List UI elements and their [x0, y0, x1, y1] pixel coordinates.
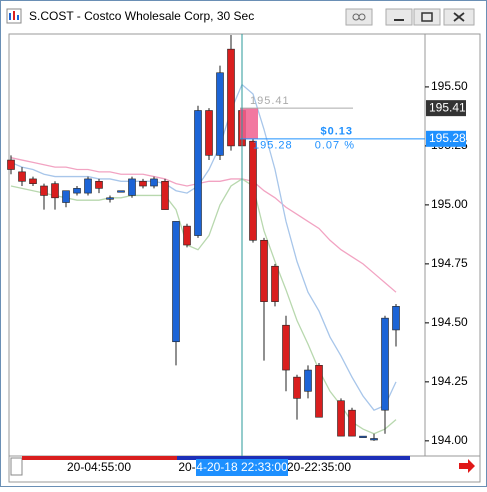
moving-average [10, 83, 397, 411]
crosshair-label-bg [196, 459, 288, 476]
chart-panel [8, 33, 481, 457]
candle-body [249, 140, 257, 241]
app-icon [6, 8, 22, 24]
link-button[interactable] [345, 8, 373, 26]
candle-body [172, 221, 180, 343]
candle-body [51, 183, 59, 199]
candle-body [205, 110, 213, 156]
candle-body [183, 225, 191, 246]
x-tick-label: 20-22:35:00 [287, 460, 351, 474]
x-tick-label: 20-04:55:00 [67, 460, 131, 474]
window-title: S.COST - Costco Wholesale Corp, 30 Sec [29, 9, 254, 23]
price-tag-label: 195.41 [429, 100, 466, 114]
y-tick-label: 194.75 [431, 256, 468, 270]
candle-body [348, 409, 356, 437]
measure-end-label: 195.28 [253, 140, 293, 152]
candle-body [73, 188, 81, 194]
candle-body [381, 317, 389, 411]
candle-body [260, 239, 268, 302]
scroll-handle[interactable] [10, 457, 23, 476]
price-tag [426, 130, 466, 147]
measure-box [240, 108, 258, 139]
candle-body [128, 178, 136, 196]
candle-body [392, 306, 400, 331]
y-tick-label: 195.50 [431, 79, 468, 93]
scroll-bar [177, 456, 410, 460]
candle-body [216, 72, 224, 156]
candle-body [7, 159, 15, 170]
candle-body [161, 180, 169, 210]
candle-body [84, 178, 92, 194]
minimize-button[interactable] [385, 8, 413, 26]
y-tick-label: 194.00 [431, 433, 468, 447]
candle-body [40, 185, 48, 196]
x-tick-label: 20- [178, 460, 195, 474]
moving-average [10, 157, 397, 293]
candle-body [359, 435, 367, 438]
candle-body [315, 365, 323, 418]
candle-body [106, 197, 114, 200]
measure-percent: 0.07 % [315, 140, 355, 152]
y-tick-label: 194.25 [431, 374, 468, 388]
candle-body [271, 265, 279, 302]
maximize-button[interactable] [413, 8, 441, 26]
scroll-bar [22, 456, 177, 460]
crosshair-label: 4-20-18 22:33:00 [196, 460, 288, 474]
candle-body [29, 178, 37, 184]
close-button[interactable] [443, 8, 475, 26]
candle-body [95, 180, 103, 189]
candle-body [62, 190, 70, 203]
candle-body [139, 180, 147, 187]
candle-body [18, 171, 26, 182]
y-tick-label: 195.00 [431, 197, 468, 211]
scroll-right-arrow[interactable] [459, 459, 475, 473]
measure-start-label: 195.41 [250, 95, 290, 107]
candle-body [227, 48, 235, 147]
candle-body [117, 190, 125, 193]
price-tag-label: 195.28 [429, 131, 466, 145]
candle-body [194, 110, 202, 236]
candle-body [293, 376, 301, 399]
candle-body [370, 438, 378, 441]
candle-body [337, 400, 345, 437]
price-tag [426, 100, 466, 117]
y-tick-label: 194.50 [431, 315, 468, 329]
moving-average [10, 178, 397, 435]
candle-body [304, 369, 312, 392]
measure-change: $0.13 [320, 126, 353, 138]
candle-body [150, 178, 158, 187]
candle-body [282, 324, 290, 371]
